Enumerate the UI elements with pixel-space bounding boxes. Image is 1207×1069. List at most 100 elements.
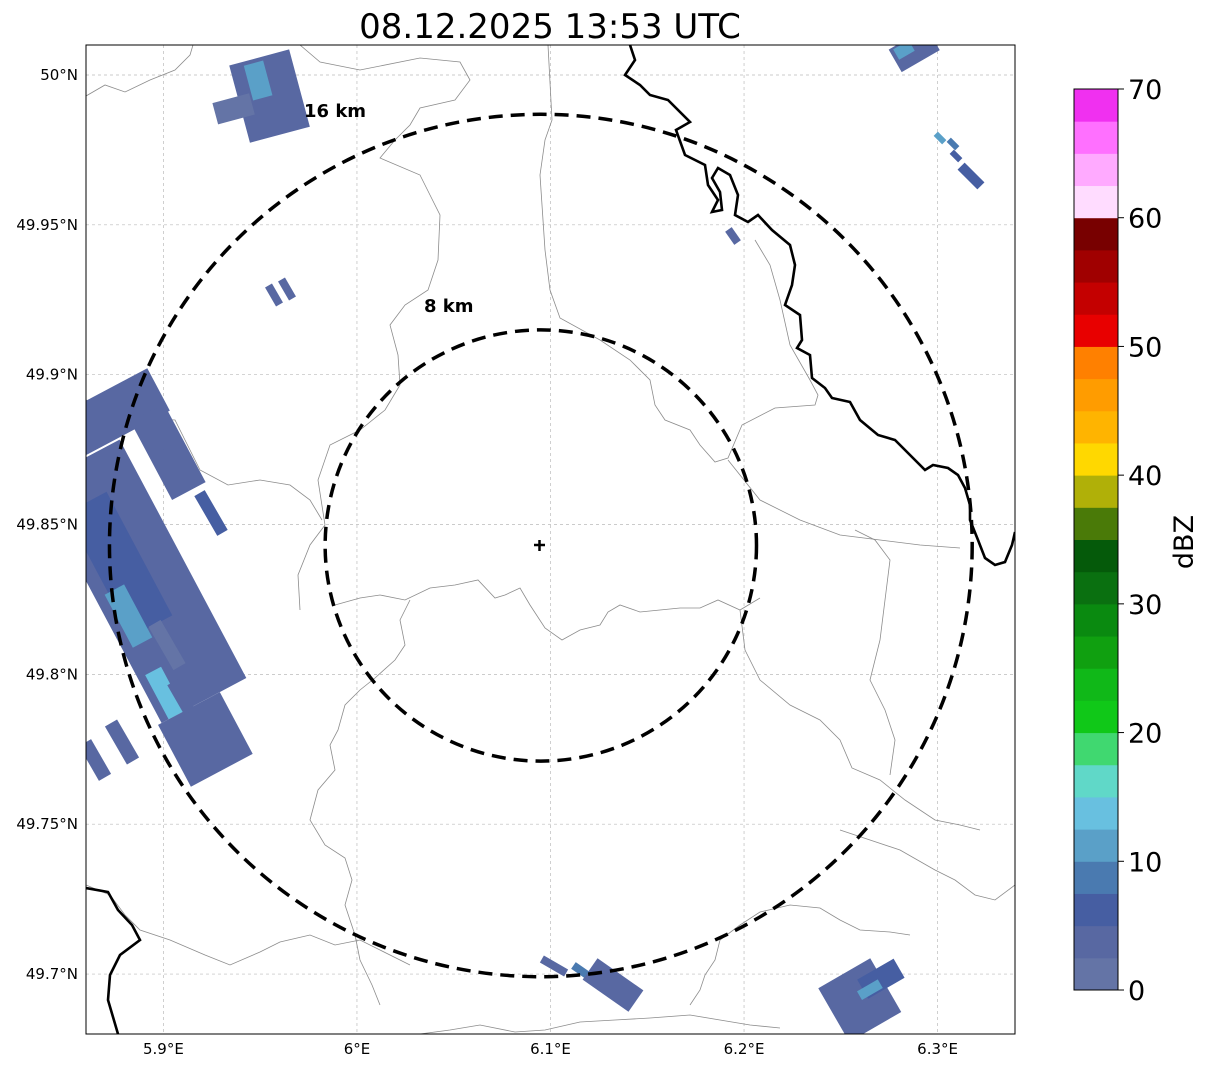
colorbar-tick-label: 70 xyxy=(1128,75,1162,106)
radar-echoes xyxy=(86,45,985,1034)
colorbar-segment xyxy=(1074,89,1118,122)
colorbar-segment xyxy=(1074,796,1118,830)
y-tick-label: 49.8°N xyxy=(26,665,78,683)
colorbar-segment xyxy=(1074,925,1118,959)
y-tick-label: 49.9°N xyxy=(26,366,78,384)
region-boundary xyxy=(689,904,911,1006)
colorbar-label: dBZ xyxy=(1169,515,1200,569)
x-tick-label: 6°E xyxy=(344,1040,371,1058)
echo-cluster-north xyxy=(212,49,310,143)
region-boundary xyxy=(419,1014,781,1034)
x-tick-label: 6.1°E xyxy=(530,1040,571,1058)
y-tick-label: 49.75°N xyxy=(16,815,78,833)
echo-cell xyxy=(957,162,985,190)
region-boundary xyxy=(86,45,194,97)
map-frame xyxy=(85,44,1016,1035)
colorbar-segment xyxy=(1074,507,1118,540)
x-tick-label: 6.2°E xyxy=(724,1040,765,1058)
colorbar-segment xyxy=(1074,121,1118,154)
x-tick-label: 6.3°E xyxy=(917,1040,958,1058)
national-border xyxy=(86,45,1015,1034)
figure-title: 08.12.2025 13:53 UTC xyxy=(359,7,741,47)
colorbar-segment xyxy=(1074,861,1118,894)
colorbar-segment xyxy=(1074,893,1118,927)
y-axis-ticks: 50°N 49.95°N 49.9°N 49.85°N 49.8°N 49.75°N 49.… xyxy=(16,66,78,983)
range-ring-8km xyxy=(323,328,759,763)
echo-cell xyxy=(104,719,140,765)
colorbar: 0 10 20 30 40 50 60 70 dBZ xyxy=(1073,75,1200,1007)
region-boundary xyxy=(539,45,819,463)
colorbar-tick-label: 60 xyxy=(1128,204,1162,235)
colorbar-tick-label: 10 xyxy=(1128,847,1162,878)
colorbar-segment xyxy=(1074,475,1118,508)
y-tick-label: 50°N xyxy=(40,66,78,84)
echo-cell xyxy=(539,955,569,977)
colorbar-segment xyxy=(1074,314,1118,347)
echo-cell xyxy=(148,619,186,671)
colorbar-segment xyxy=(1074,668,1118,701)
echo-cell xyxy=(857,979,883,1000)
echo-cell xyxy=(194,490,228,536)
colorbar-segment xyxy=(1074,636,1118,669)
colorbar-segment xyxy=(1074,410,1118,444)
colorbar-segment xyxy=(1074,603,1118,637)
colorbar-segment xyxy=(1074,957,1118,991)
y-tick-label: 49.85°N xyxy=(16,516,78,534)
echo-cell xyxy=(933,131,947,145)
colorbar-segment xyxy=(1074,378,1118,412)
border-north-east xyxy=(623,45,1015,567)
y-tick-label: 49.95°N xyxy=(16,216,78,234)
echo-cell xyxy=(158,692,253,787)
echo-cell xyxy=(278,277,296,301)
echo-cell xyxy=(86,368,170,463)
y-tick-label: 49.7°N xyxy=(26,965,78,983)
range-rings xyxy=(107,112,974,979)
echo-cell xyxy=(145,666,185,720)
region-boundary xyxy=(334,579,761,641)
region-boundary xyxy=(297,45,471,611)
region-boundary xyxy=(86,884,411,966)
echo-cell xyxy=(946,137,960,151)
colorbar-segment xyxy=(1074,442,1118,476)
echo-cell xyxy=(104,584,153,648)
echo-cell xyxy=(725,227,741,245)
echo-cell xyxy=(86,739,112,781)
colorbar-frame xyxy=(1073,88,1119,991)
echo-cluster-west xyxy=(86,368,253,787)
colorbar-segment xyxy=(1074,153,1118,187)
colorbar-tick-label: 20 xyxy=(1128,719,1162,750)
colorbar-segment xyxy=(1074,571,1118,605)
colorbar-segment xyxy=(1074,700,1118,734)
range-ring-16km xyxy=(107,112,974,979)
colorbar-tick-label: 40 xyxy=(1128,461,1162,492)
colorbar-segment xyxy=(1074,217,1118,251)
echo-cell xyxy=(571,962,589,978)
colorbar-segment xyxy=(1074,282,1118,315)
x-tick-label: 5.9°E xyxy=(143,1040,184,1058)
colorbar-tick-label: 50 xyxy=(1128,332,1162,363)
region-boundary xyxy=(727,459,961,549)
echo-cell xyxy=(265,283,283,307)
colorbar-segment xyxy=(1074,346,1118,380)
border-south-west xyxy=(86,886,142,1034)
echo-cell xyxy=(949,149,963,163)
colorbar-segment xyxy=(1074,764,1118,798)
echo-cell xyxy=(86,491,173,638)
echo-cluster-southeast xyxy=(818,958,905,1034)
radar-site-marker xyxy=(534,540,545,551)
borders-thin xyxy=(86,45,1015,1034)
x-axis-ticks: 5.9°E 6°E 6.1°E 6.2°E 6.3°E xyxy=(143,1040,958,1058)
echo-isolated xyxy=(265,131,985,307)
echo-cell xyxy=(243,60,273,101)
colorbar-segments xyxy=(1074,89,1118,991)
colorbar-tick-label: 30 xyxy=(1128,590,1162,621)
region-boundary xyxy=(309,599,411,1006)
echo-cell xyxy=(167,679,195,715)
colorbar-segment xyxy=(1074,185,1118,219)
map-panel[interactable]: 16 km 8 km xyxy=(8,28,1016,1042)
echo-cell xyxy=(212,93,255,125)
colorbar-segment xyxy=(1074,829,1118,862)
colorbar-segment xyxy=(1074,249,1118,283)
echo-cell xyxy=(140,409,174,451)
